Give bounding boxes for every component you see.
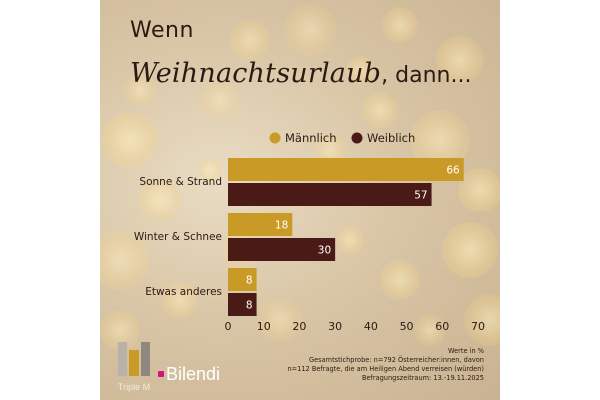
title-line2: Weihnachtsurlaub, dann... [130,58,471,89]
legend-marker-0 [269,132,281,144]
x-tick-label-2: 20 [292,320,306,333]
bar-chart: Männlich Weiblich Sonne & Strand 66 57 Winter… [134,131,485,333]
x-tick-label-3: 30 [328,320,342,333]
footnote-line3: n=112 Befragte, die am Heiligen Abend ve… [287,365,484,373]
footnote: Werte in % Gesamtstichprobe: n=792 Öster… [214,347,484,383]
bar-1-0 [228,213,293,236]
title-rest: , dann... [381,63,472,88]
footnote-line2: Gesamtstichprobe: n=792 Österreicher:inn… [309,356,484,364]
title-script: Weihnachtsurlaub [130,58,382,89]
bar-value-label-2-0: 8 [246,275,253,287]
triplem-logo: Triple M [114,340,154,392]
bilendi-logo-text: Bilendi [166,364,221,384]
bar-value-label-0-0: 66 [446,165,460,177]
x-tick-label-6: 60 [435,320,449,333]
bar-0-0 [228,158,464,181]
footnote-line4: Befragungszeitraum: 13.-19.11.2025 [361,374,484,382]
category-label-2: Etwas anderes [145,286,222,298]
bar-2-1 [228,293,257,316]
x-tick-label-4: 40 [364,320,378,333]
x-tick-label-0: 0 [225,320,232,333]
bar-value-label-2-1: 8 [246,300,253,312]
legend-marker-1 [351,132,363,144]
triplem-logo-text: Triple M [117,382,151,392]
x-tick-label-5: 50 [400,320,414,333]
x-tick-label-7: 70 [471,320,485,333]
bar-2-0 [228,268,257,291]
bar-value-label-1-0: 18 [275,220,288,232]
bilendi-logo: Bilendi [158,364,220,385]
bilendi-dot-icon [158,371,164,377]
bar-value-label-0-1: 57 [414,190,427,202]
x-tick-label-1: 10 [257,320,271,333]
category-label-0: Sonne & Strand [139,176,222,188]
footnote-line1: Werte in % [447,347,484,355]
category-label-1: Winter & Schnee [134,231,222,243]
title-line1: Wenn [130,18,194,43]
bar-1-1 [228,238,336,261]
triplem-logo-icon [118,342,150,376]
bar-value-label-1-1: 30 [318,245,331,257]
legend-label-1: Weiblich [367,131,415,145]
infographic-card: Wenn Weihnachtsurlaub, dann... Männlich W… [100,0,500,400]
legend-label-0: Männlich [285,131,337,145]
bar-0-1 [228,183,432,206]
